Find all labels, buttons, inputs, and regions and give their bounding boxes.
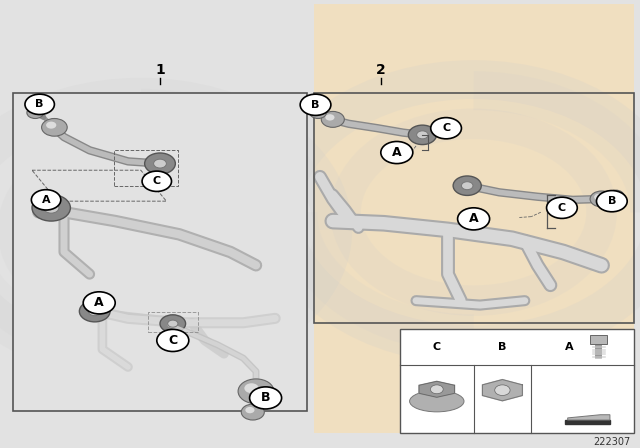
Text: B: B bbox=[35, 99, 44, 109]
Circle shape bbox=[594, 194, 604, 200]
Circle shape bbox=[244, 383, 259, 393]
Circle shape bbox=[25, 94, 54, 115]
Text: A: A bbox=[42, 195, 51, 205]
Polygon shape bbox=[565, 420, 610, 423]
Text: B: B bbox=[261, 392, 270, 405]
Circle shape bbox=[250, 387, 282, 409]
Circle shape bbox=[27, 107, 44, 118]
Text: C: C bbox=[558, 203, 566, 213]
Circle shape bbox=[154, 159, 166, 168]
Circle shape bbox=[79, 301, 110, 322]
Text: 2: 2 bbox=[376, 63, 386, 78]
Text: C: C bbox=[168, 334, 177, 347]
Polygon shape bbox=[483, 379, 522, 401]
Circle shape bbox=[611, 192, 617, 197]
Circle shape bbox=[83, 292, 115, 314]
Circle shape bbox=[30, 109, 36, 114]
Text: A: A bbox=[392, 146, 402, 159]
Circle shape bbox=[245, 407, 255, 413]
Polygon shape bbox=[419, 381, 454, 397]
Text: B: B bbox=[311, 100, 320, 110]
Circle shape bbox=[31, 190, 61, 210]
Circle shape bbox=[46, 121, 56, 129]
FancyBboxPatch shape bbox=[314, 4, 634, 433]
Circle shape bbox=[325, 114, 335, 121]
Circle shape bbox=[461, 182, 473, 190]
FancyBboxPatch shape bbox=[13, 93, 307, 411]
Circle shape bbox=[596, 190, 627, 212]
Circle shape bbox=[32, 194, 70, 221]
Circle shape bbox=[160, 315, 186, 332]
Text: C: C bbox=[442, 123, 450, 133]
Circle shape bbox=[321, 112, 344, 127]
Circle shape bbox=[88, 307, 101, 316]
Circle shape bbox=[42, 118, 67, 136]
Circle shape bbox=[241, 404, 264, 420]
Polygon shape bbox=[568, 415, 610, 420]
Circle shape bbox=[145, 153, 175, 174]
Circle shape bbox=[431, 385, 443, 394]
FancyBboxPatch shape bbox=[400, 329, 634, 433]
Circle shape bbox=[417, 131, 428, 139]
Circle shape bbox=[157, 329, 189, 352]
Circle shape bbox=[168, 320, 178, 327]
Circle shape bbox=[547, 197, 577, 219]
Circle shape bbox=[300, 94, 331, 116]
Circle shape bbox=[142, 171, 172, 191]
Circle shape bbox=[44, 202, 59, 213]
Circle shape bbox=[453, 176, 481, 195]
Circle shape bbox=[408, 125, 436, 145]
Text: B: B bbox=[607, 196, 616, 206]
Text: A: A bbox=[94, 297, 104, 310]
Text: C: C bbox=[433, 342, 441, 352]
Circle shape bbox=[495, 385, 510, 396]
FancyBboxPatch shape bbox=[590, 335, 607, 344]
Ellipse shape bbox=[410, 391, 464, 412]
Text: A: A bbox=[565, 342, 574, 352]
Text: 1: 1 bbox=[155, 63, 165, 78]
Text: C: C bbox=[153, 176, 161, 186]
Circle shape bbox=[313, 109, 319, 114]
Text: B: B bbox=[498, 342, 507, 352]
Circle shape bbox=[310, 107, 326, 118]
Circle shape bbox=[238, 379, 274, 404]
Text: 222307: 222307 bbox=[593, 437, 630, 447]
Circle shape bbox=[381, 142, 413, 164]
Text: A: A bbox=[468, 212, 479, 225]
Circle shape bbox=[458, 208, 490, 230]
Circle shape bbox=[431, 118, 461, 139]
Circle shape bbox=[607, 190, 624, 202]
Circle shape bbox=[590, 191, 613, 207]
